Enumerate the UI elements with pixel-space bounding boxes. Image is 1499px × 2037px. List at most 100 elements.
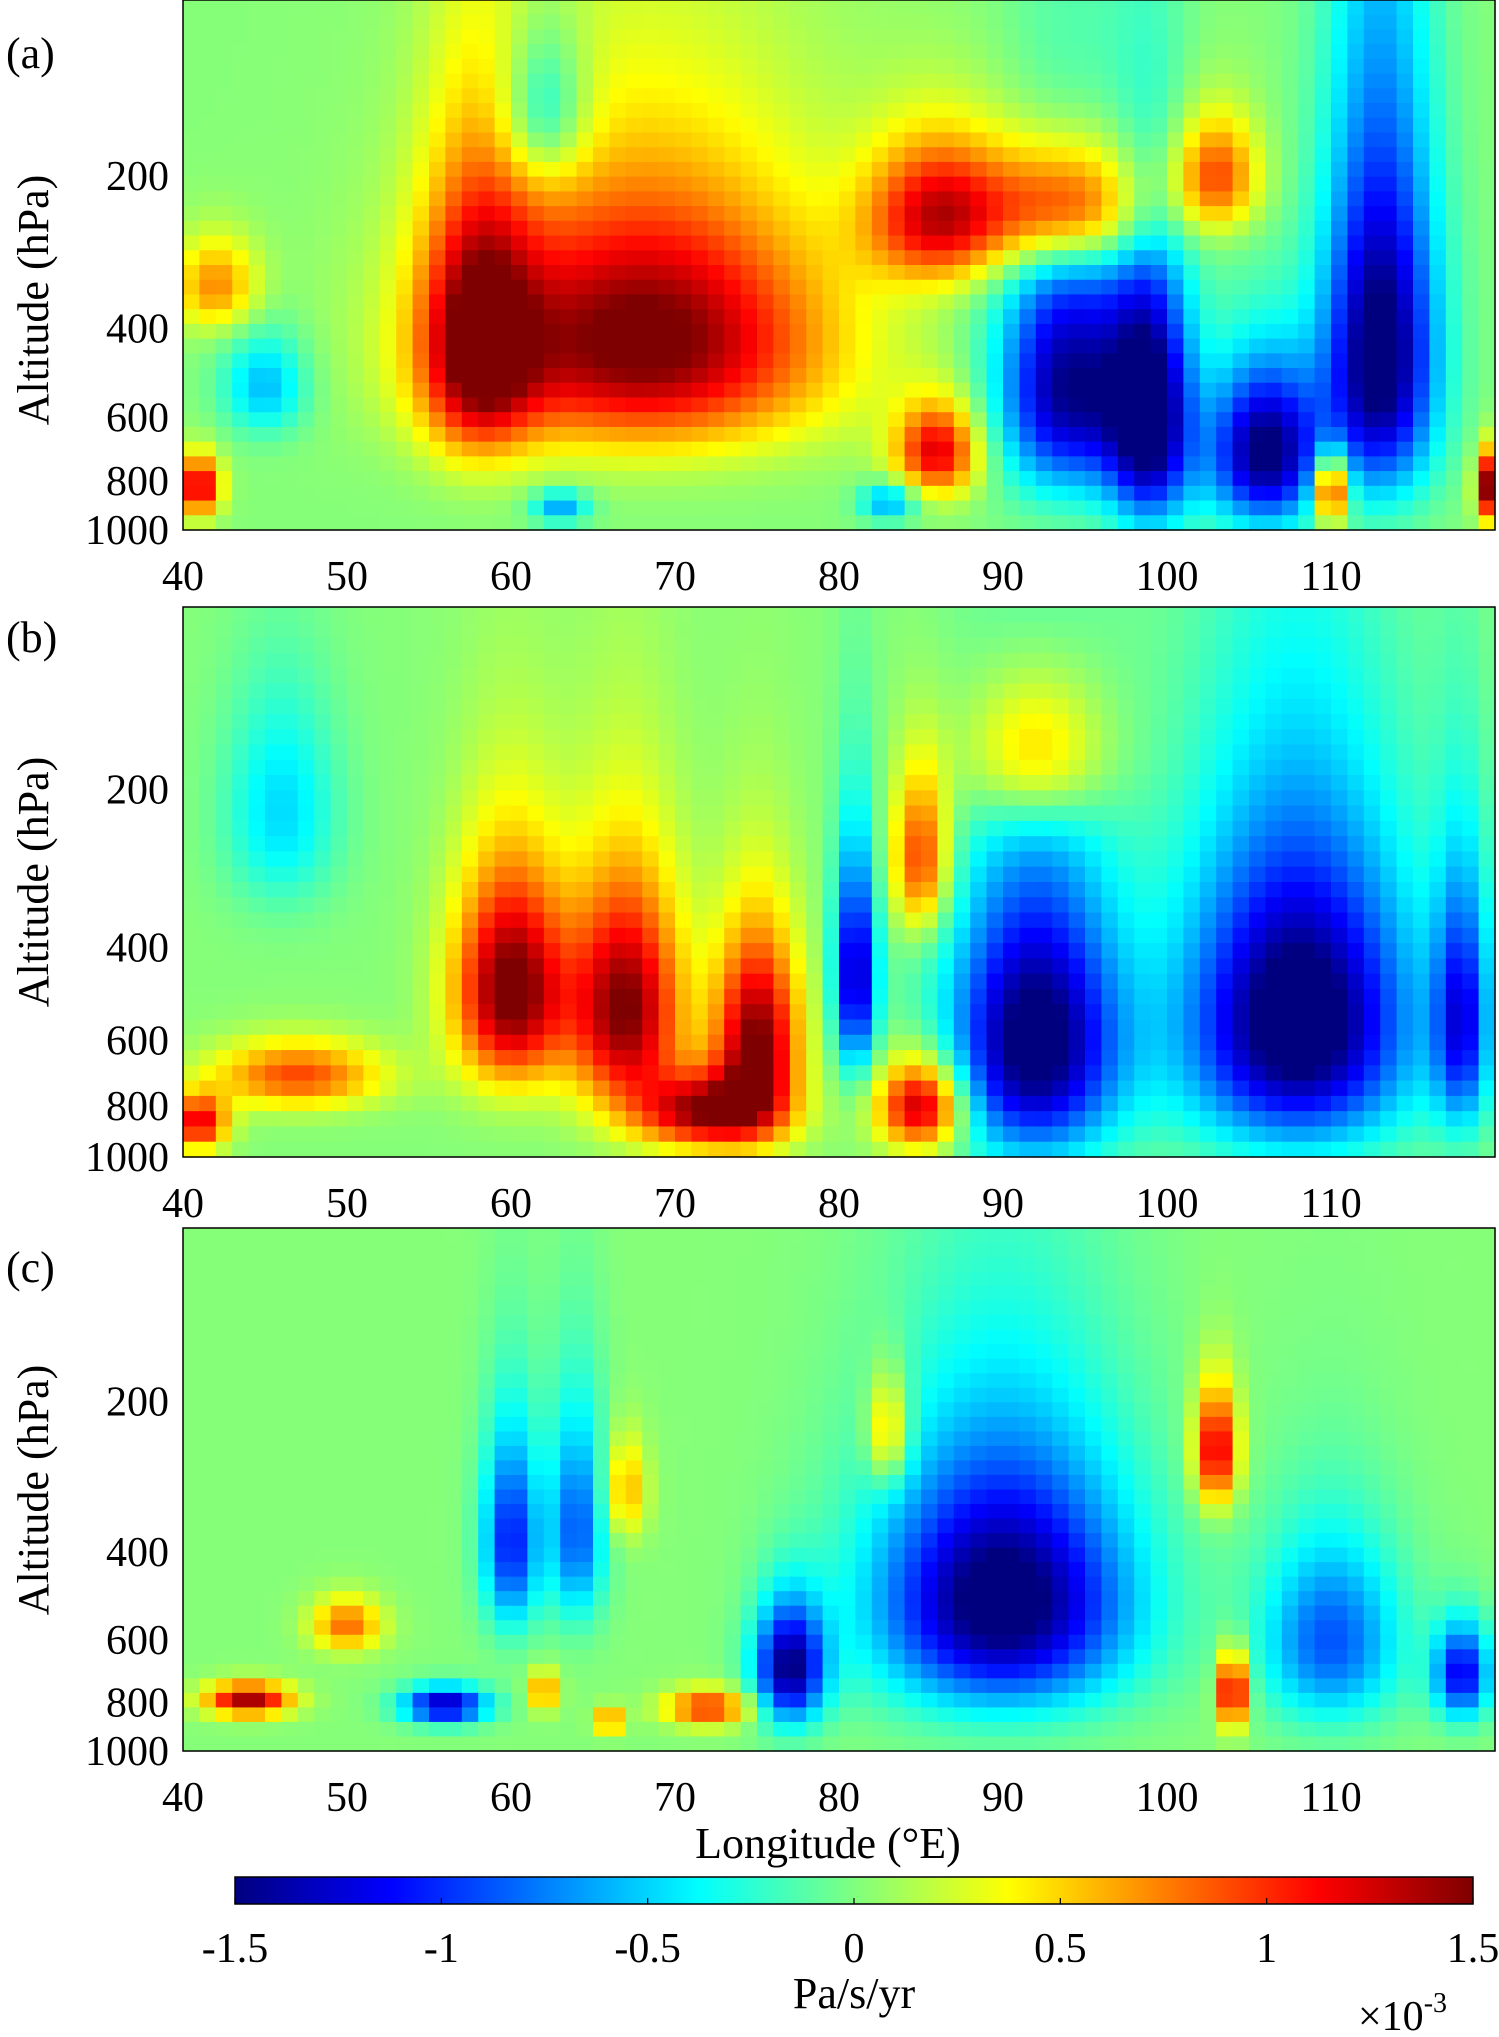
heatmap-cell xyxy=(822,117,840,134)
heatmap-cell xyxy=(560,622,578,639)
heatmap-cell xyxy=(921,368,938,384)
heatmap-cell xyxy=(1429,88,1447,104)
heatmap-cell xyxy=(970,426,988,443)
heatmap-cell xyxy=(478,988,496,1005)
heatmap-cell xyxy=(642,637,660,654)
heatmap-cell xyxy=(330,161,348,178)
heatmap-cell xyxy=(806,441,824,457)
heatmap-cell xyxy=(363,897,381,914)
heatmap-cell xyxy=(543,775,561,791)
heatmap-cell xyxy=(363,912,381,929)
heatmap-cell xyxy=(1331,117,1348,134)
heatmap-cell xyxy=(937,759,955,776)
heatmap-cell xyxy=(1167,775,1184,791)
heatmap-cell xyxy=(297,927,315,944)
heatmap-cell xyxy=(461,652,479,669)
heatmap-cell xyxy=(314,117,332,134)
heatmap-cell xyxy=(1101,441,1119,457)
heatmap-cell xyxy=(740,73,758,89)
heatmap-cell xyxy=(888,279,906,296)
heatmap-cell xyxy=(215,353,233,369)
heatmap-cell xyxy=(314,103,332,119)
heatmap-cell xyxy=(921,729,938,746)
heatmap-cell xyxy=(1150,912,1168,929)
heatmap-cell xyxy=(265,790,282,807)
heatmap-cell xyxy=(822,368,840,384)
heatmap-cell xyxy=(215,973,233,990)
heatmap-cell xyxy=(757,683,774,700)
heatmap-cell xyxy=(937,882,955,898)
heatmap-cell xyxy=(609,836,627,853)
heatmap-cell xyxy=(740,759,758,776)
heatmap-cell xyxy=(986,607,1004,623)
heatmap-cell xyxy=(248,637,266,654)
heatmap-cell xyxy=(1019,607,1037,623)
heatmap-cell xyxy=(1101,988,1119,1005)
heatmap-cell xyxy=(543,58,561,75)
heatmap-cell xyxy=(691,805,709,822)
heatmap-cell xyxy=(1265,866,1283,883)
heatmap-cell xyxy=(330,607,348,623)
heatmap-cell xyxy=(757,836,774,853)
heatmap-cell xyxy=(1265,309,1283,325)
heatmap-cell xyxy=(822,607,840,623)
heatmap-cell xyxy=(478,265,496,281)
heatmap-cell xyxy=(773,397,791,413)
heatmap-cell xyxy=(1413,851,1430,868)
heatmap-cell xyxy=(593,973,610,990)
heatmap-cell xyxy=(1331,607,1348,623)
heatmap-cell xyxy=(281,790,299,807)
heatmap-cell xyxy=(986,191,1004,207)
heatmap-cell xyxy=(1167,683,1184,700)
heatmap-cell xyxy=(265,309,282,325)
heatmap-cell xyxy=(511,622,528,639)
heatmap-cell xyxy=(1249,441,1266,457)
heatmap-cell xyxy=(1429,206,1447,222)
heatmap-cell xyxy=(757,323,774,340)
heatmap-cell xyxy=(396,147,414,163)
heatmap-cell xyxy=(839,897,856,914)
heatmap-cell xyxy=(740,309,758,325)
heatmap-cell xyxy=(1331,309,1348,325)
heatmap-cell xyxy=(1117,744,1135,761)
heatmap-cell xyxy=(986,652,1004,669)
heatmap-cell xyxy=(478,103,496,119)
heatmap-cell xyxy=(511,161,528,178)
heatmap-cell xyxy=(429,882,446,898)
heatmap-cell xyxy=(1199,14,1217,31)
heatmap-cell xyxy=(822,729,840,746)
heatmap-cell xyxy=(543,471,561,487)
heatmap-cell xyxy=(904,683,922,700)
heatmap-cell xyxy=(461,607,479,623)
heatmap-cell xyxy=(1314,943,1332,959)
heatmap-cell xyxy=(347,652,364,669)
heatmap-cell xyxy=(1085,58,1102,75)
heatmap-cell xyxy=(789,73,807,89)
heatmap-cell xyxy=(1265,683,1283,700)
heatmap-cell xyxy=(461,191,479,207)
heatmap-cell xyxy=(691,265,709,281)
heatmap-cell xyxy=(330,988,348,1005)
heatmap-cell xyxy=(1052,713,1070,730)
heatmap-cell xyxy=(757,88,774,104)
heatmap-cell xyxy=(1216,412,1234,428)
heatmap-cell xyxy=(675,88,692,104)
heatmap-cell xyxy=(1216,652,1234,669)
heatmap-cell xyxy=(642,103,660,119)
heatmap-cell xyxy=(1052,820,1070,837)
heatmap-cell xyxy=(1232,943,1250,959)
heatmap-cell xyxy=(215,912,233,929)
heatmap-cell xyxy=(642,927,660,944)
heatmap-cell xyxy=(921,353,938,369)
heatmap-cell xyxy=(232,500,250,516)
heatmap-cell xyxy=(1101,471,1119,487)
heatmap-cell xyxy=(478,622,496,639)
heatmap-cell xyxy=(921,265,938,281)
heatmap-cell xyxy=(625,323,643,340)
heatmap-cell xyxy=(1167,412,1184,428)
heatmap-cell xyxy=(1462,729,1480,746)
heatmap-cell xyxy=(1347,176,1365,192)
heatmap-cell xyxy=(1478,607,1496,623)
heatmap-cell xyxy=(1429,176,1447,192)
heatmap-cell xyxy=(1331,515,1348,531)
